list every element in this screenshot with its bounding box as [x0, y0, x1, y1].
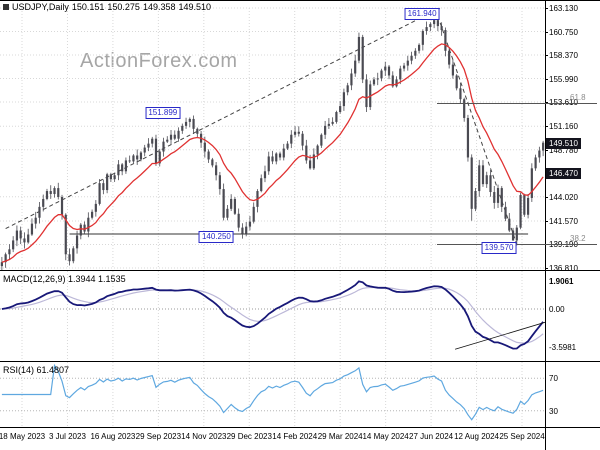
x-axis-date-label: 14 Nov 2023 — [181, 432, 227, 441]
chart-title: USDJPY,Daily 150.151 150.275 149.358 149.510 — [3, 2, 214, 12]
price-axis-tickmark — [545, 55, 548, 57]
price-badge: 146.470 — [546, 167, 581, 179]
main-gridlines — [0, 7, 545, 269]
rsi-level-lines — [0, 377, 545, 412]
price-annotation: 151.899 — [145, 106, 181, 119]
rsi-axis-tick: 30 — [549, 406, 558, 416]
macd-signal-line — [1, 286, 544, 344]
price-axis-tickmark — [545, 8, 548, 9]
price-badge: 149.510 — [546, 137, 581, 149]
x-axis-date-label: 25 Sep 2024 — [499, 432, 545, 441]
price-axis-tickmark — [545, 78, 548, 80]
instrument-icon — [3, 4, 9, 10]
price-axis-tickmark — [545, 244, 548, 246]
x-axis: 18 May 2023 3 Jul 2023 16 Aug 2023 29 Sep 2… — [0, 428, 600, 450]
price-axis-tickmark — [545, 102, 548, 104]
macd-trendline — [454, 321, 545, 350]
price-axis-tick: 155.990 — [549, 74, 578, 84]
price-axis-tickmark — [545, 268, 548, 269]
fib-level-label: 61.8 — [570, 93, 586, 103]
price-macd-separator — [0, 270, 600, 271]
fib-level-line — [437, 103, 597, 105]
watermark: ActionForex.com — [80, 50, 238, 72]
macd-axis-max: 1.9061 — [549, 277, 574, 287]
close-value: 149.510 — [178, 2, 212, 12]
price-axis-column — [545, 0, 600, 450]
price-axis-tick: 153.610 — [549, 98, 578, 107]
trendlines — [5, 6, 518, 245]
price-axis-tick: 158.370 — [549, 51, 578, 61]
price-axis-tickmark — [545, 220, 548, 222]
macd-main-line — [1, 280, 544, 350]
x-axis-date-label: 29 Sep 2023 — [135, 432, 182, 441]
price-axis-tickmark — [545, 126, 548, 128]
rsi-panel — [0, 362, 545, 427]
low-value: 149.358 — [142, 2, 176, 12]
macd-axis-zero: 0.00 — [549, 305, 565, 315]
symbol-label: USDJPY,Daily — [12, 2, 69, 12]
price-axis-tick: 148.780 — [549, 145, 578, 155]
x-axis-date-label: 16 Aug 2023 — [90, 432, 136, 441]
fib-level-line — [437, 243, 597, 245]
x-axis-date-label: 29 Dec 2023 — [226, 432, 272, 441]
price-axis-tick: 160.750 — [549, 27, 578, 37]
price-panel — [0, 6, 545, 270]
price-annotation: 161.940 — [404, 7, 440, 20]
x-axis-date-label: 14 May 2024 — [362, 432, 409, 441]
price-annotation: 139.570 — [481, 241, 517, 254]
macd-rsi-separator — [0, 361, 600, 362]
rsi-gridlines — [21, 362, 523, 427]
rsi-label: RSI(14) 61.4807 — [3, 365, 70, 375]
x-axis-date-label: 14 Feb 2024 — [272, 432, 318, 441]
ma-line — [1, 43, 544, 263]
rsi-line — [1, 363, 544, 421]
rsi-xaxis-separator — [0, 427, 600, 428]
open-value: 150.151 — [71, 2, 105, 12]
macd-gridlines — [21, 271, 523, 361]
macd-panel — [0, 271, 545, 361]
price-axis-tick: 151.160 — [549, 122, 578, 132]
high-value: 150.275 — [107, 2, 140, 12]
x-axis-date-label: 29 Mar 2024 — [317, 432, 363, 441]
x-axis-date-label: 3 Jul 2023 — [48, 432, 86, 441]
price-axis-tick: 144.020 — [549, 192, 578, 202]
candles — [0, 16, 545, 270]
price-axis-tick: 139.190 — [549, 240, 578, 250]
price-axis-tick: 163.130 — [549, 4, 578, 13]
macd-axis-min: -3.5981 — [549, 342, 577, 352]
price-axis-tickmark — [545, 196, 548, 198]
price-axis-tick: 141.570 — [549, 216, 578, 226]
x-axis-date-label: 18 May 2023 — [0, 432, 46, 441]
price-axis-tickmark — [545, 31, 548, 33]
price-axis-tick: 136.810 — [549, 264, 578, 273]
x-axis-date-label: 12 Aug 2024 — [454, 432, 499, 441]
price-axis-tickmark — [545, 149, 548, 151]
top-border — [0, 0, 600, 1]
macd-label: MACD(12,26,9) 1.3944 1.1535 — [3, 274, 126, 284]
rsi-axis-tick: 70 — [549, 374, 558, 384]
price-annotation: 140.250 — [198, 231, 234, 244]
fib-level-label: 38.2 — [570, 233, 586, 243]
x-axis-date-label: 27 Jun 2024 — [409, 432, 454, 441]
